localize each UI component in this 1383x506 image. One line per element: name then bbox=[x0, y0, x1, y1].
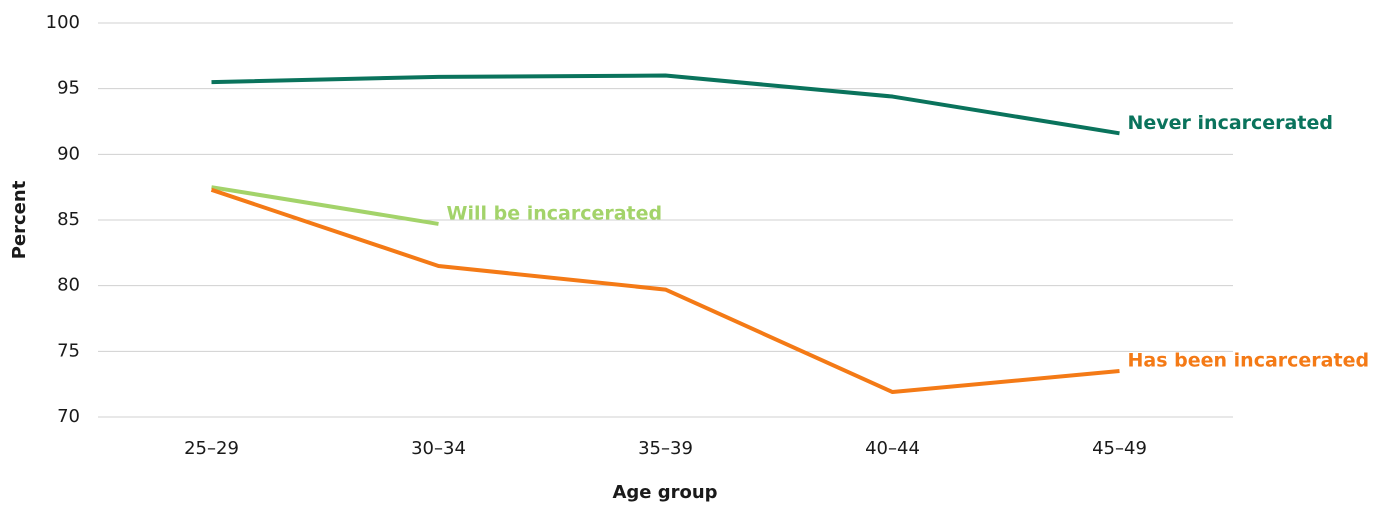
y-tick-label: 100 bbox=[46, 12, 80, 33]
y-tick-label: 90 bbox=[57, 143, 80, 164]
x-tick-label: 40–44 bbox=[865, 438, 920, 459]
x-tick-label: 25–29 bbox=[184, 438, 239, 459]
series-line bbox=[211, 185, 439, 226]
y-axis-title: Percent bbox=[9, 180, 30, 259]
series-label: Will be incarcerated bbox=[447, 202, 663, 224]
y-tick-label: 85 bbox=[57, 209, 80, 230]
x-tick-label: 30–34 bbox=[411, 438, 466, 459]
series-label: Has been incarcerated bbox=[1128, 350, 1370, 372]
x-axis-title: Age group bbox=[612, 482, 717, 503]
y-tick-label: 95 bbox=[57, 78, 80, 99]
series-line bbox=[211, 73, 1120, 136]
y-tick-label: 70 bbox=[57, 406, 80, 427]
x-tick-label: 45–49 bbox=[1092, 438, 1147, 459]
x-tick-label: 35–39 bbox=[638, 438, 693, 459]
y-tick-label: 80 bbox=[57, 275, 80, 296]
series-label: Never incarcerated bbox=[1128, 112, 1333, 134]
series-line bbox=[210, 187, 1120, 395]
y-tick-label: 75 bbox=[57, 340, 80, 361]
